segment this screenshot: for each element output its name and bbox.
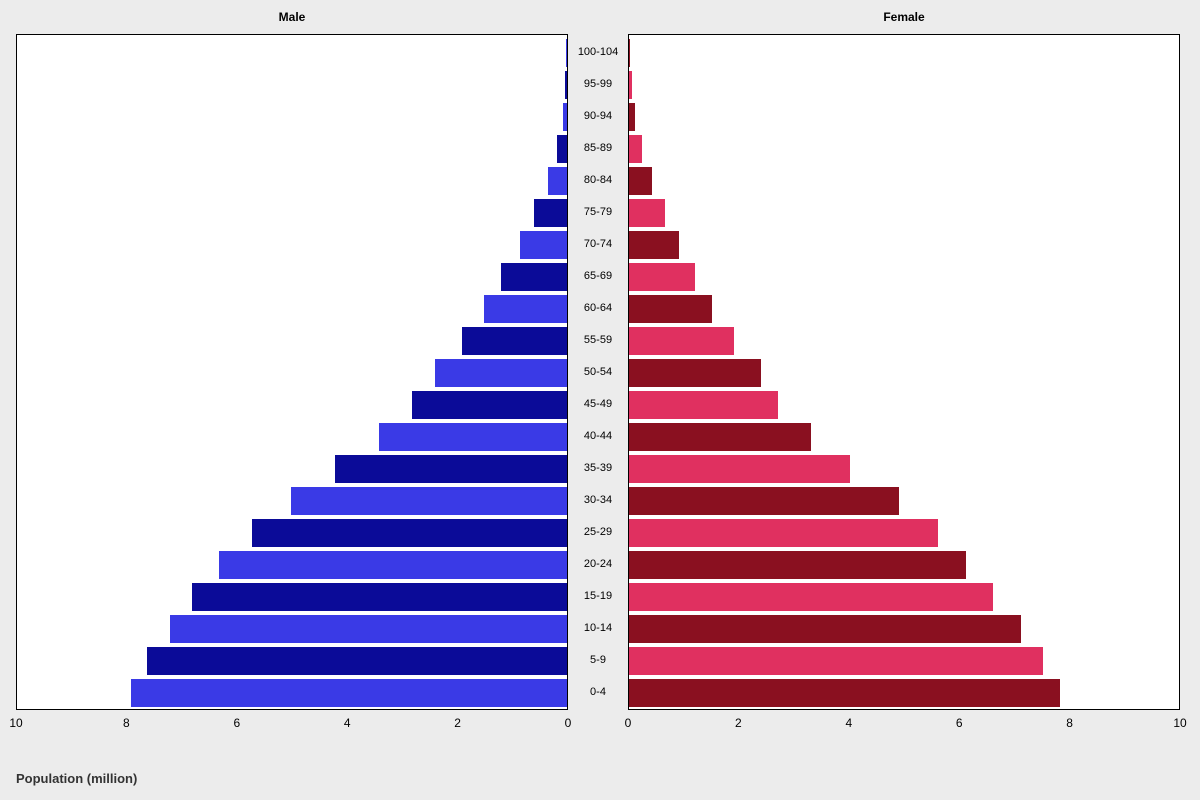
male-bar [501, 263, 567, 291]
male-bar [534, 199, 567, 227]
female-bar [629, 423, 811, 451]
x-tick-female: 6 [956, 716, 963, 730]
x-tick-male: 2 [454, 716, 461, 730]
female-bar [629, 647, 1043, 675]
male-bar [484, 295, 567, 323]
male-bar [548, 167, 567, 195]
female-bars-container [629, 35, 1179, 709]
female-bar [629, 327, 734, 355]
age-group-label: 25-29 [584, 526, 612, 538]
female-bar [629, 103, 635, 131]
age-group-label: 50-54 [584, 366, 612, 378]
male-bar [379, 423, 567, 451]
age-group-label: 85-89 [584, 142, 612, 154]
male-bar [520, 231, 567, 259]
age-group-label: 90-94 [584, 110, 612, 122]
female-bar [629, 295, 712, 323]
age-group-label: 10-14 [584, 622, 612, 634]
male-plot-area [16, 34, 568, 710]
male-bar [291, 487, 567, 515]
age-group-label: 45-49 [584, 398, 612, 410]
female-bar [629, 263, 695, 291]
x-tick-female: 8 [1066, 716, 1073, 730]
male-bar [192, 583, 567, 611]
female-bar [629, 167, 652, 195]
female-bar [629, 71, 632, 99]
female-bar [629, 135, 642, 163]
female-bar [629, 551, 966, 579]
x-axis-caption: Population (million) [16, 771, 137, 786]
female-bar [629, 455, 850, 483]
female-bar [629, 359, 761, 387]
age-group-label: 15-19 [584, 590, 612, 602]
age-group-label: 60-64 [584, 302, 612, 314]
x-tick-male: 10 [9, 716, 22, 730]
male-bar [219, 551, 567, 579]
male-bar [435, 359, 567, 387]
x-tick-female: 4 [845, 716, 852, 730]
age-group-label: 75-79 [584, 206, 612, 218]
x-tick-male: 4 [344, 716, 351, 730]
page-root: Male Female Population (million) 0-4 5-9 1… [0, 0, 1200, 800]
age-group-label: 20-24 [584, 558, 612, 570]
male-bar [565, 71, 567, 99]
female-bar [629, 615, 1021, 643]
age-group-label: 0-4 [590, 686, 606, 698]
male-panel-title: Male [279, 10, 306, 24]
age-group-label: 80-84 [584, 174, 612, 186]
male-bar [462, 327, 567, 355]
age-group-label: 55-59 [584, 334, 612, 346]
female-bar [629, 583, 993, 611]
age-group-label: 70-74 [584, 238, 612, 250]
x-tick-female: 10 [1173, 716, 1186, 730]
male-bar [412, 391, 567, 419]
age-group-label: 35-39 [584, 462, 612, 474]
male-bar [557, 135, 567, 163]
female-bar [629, 679, 1060, 707]
male-bars-container [17, 35, 567, 709]
female-bar [629, 199, 665, 227]
male-bar [147, 647, 567, 675]
age-group-label: 65-69 [584, 270, 612, 282]
x-tick-male: 8 [123, 716, 130, 730]
female-bar [629, 519, 938, 547]
x-tick-male: 0 [565, 716, 572, 730]
age-group-label: 5-9 [590, 654, 606, 666]
age-group-label: 95-99 [584, 78, 612, 90]
female-bar [629, 231, 679, 259]
x-tick-male: 6 [233, 716, 240, 730]
age-group-label: 30-34 [584, 494, 612, 506]
x-tick-female: 2 [735, 716, 742, 730]
male-bar [131, 679, 567, 707]
female-bar [629, 39, 630, 67]
male-bar [335, 455, 567, 483]
male-bar [566, 39, 567, 67]
female-bar [629, 391, 778, 419]
male-bar [563, 103, 567, 131]
male-bar [170, 615, 567, 643]
female-panel-title: Female [883, 10, 924, 24]
female-plot-area [628, 34, 1180, 710]
age-group-label: 40-44 [584, 430, 612, 442]
female-bar [629, 487, 899, 515]
age-group-label: 100-104 [578, 46, 618, 58]
x-tick-female: 0 [625, 716, 632, 730]
male-bar [252, 519, 567, 547]
